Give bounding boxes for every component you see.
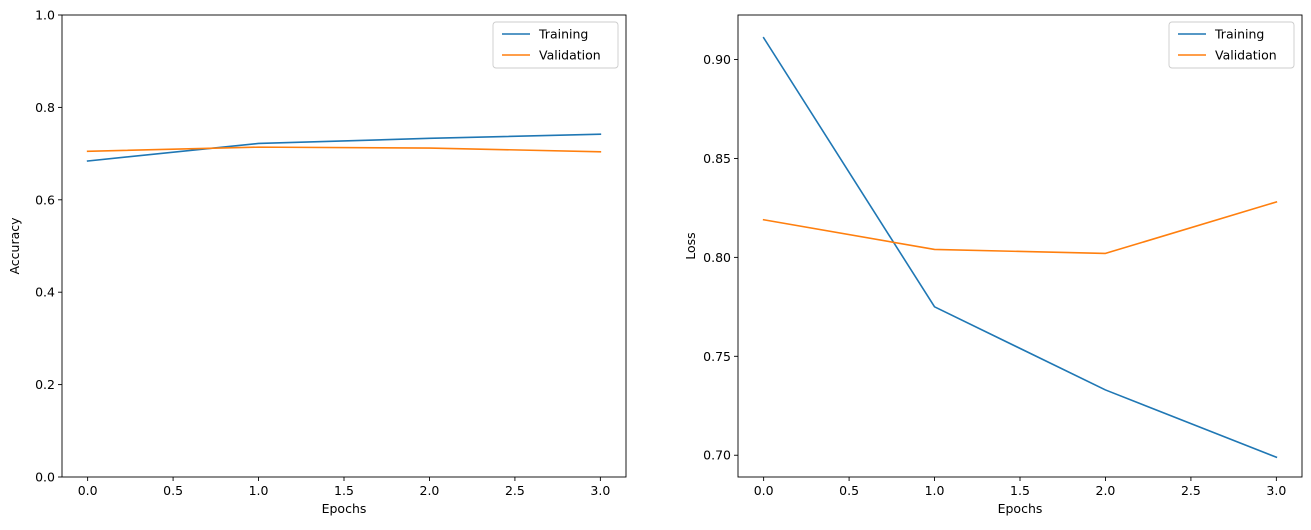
loss-y-tick-label: 0.70	[703, 448, 731, 463]
accuracy-validation-line	[86, 146, 602, 153]
loss-training-line	[762, 36, 1278, 459]
loss-y-tick-label: 0.80	[703, 250, 731, 265]
loss-x-tick-label: 0.0	[754, 483, 774, 498]
accuracy-training-line	[86, 133, 602, 162]
accuracy-legend-validation-label: Validation	[539, 48, 601, 63]
loss-legend-training-label: Training	[1214, 27, 1264, 42]
loss-chart: 0.0 0.5 1.0 1.5 2.0 2.5 3.0 0.70 0.75 0.80 0.85 0.9…	[683, 14, 1303, 516]
accuracy-y-tick-label: 0.0	[35, 470, 55, 485]
loss-x-tick-label: 2.5	[1181, 483, 1201, 498]
accuracy-legend-training-label: Training	[538, 27, 588, 42]
accuracy-y-tick-label: 0.6	[35, 192, 55, 207]
accuracy-y-axis-label: Accuracy	[7, 217, 22, 275]
loss-x-tick-label: 1.5	[1010, 483, 1030, 498]
loss-validation-line	[762, 200, 1278, 255]
accuracy-x-tick-label: 1.5	[334, 483, 354, 498]
accuracy-x-axis-label: Epochs	[322, 501, 367, 516]
loss-y-tick-label: 0.85	[703, 151, 731, 166]
accuracy-y-tick-label: 0.8	[35, 100, 55, 115]
accuracy-x-tick-label: 2.0	[420, 483, 440, 498]
accuracy-x-tick-label: 2.5	[505, 483, 525, 498]
loss-x-tick-label: 3.0	[1266, 483, 1286, 498]
loss-x-tick-label: 1.0	[925, 483, 945, 498]
loss-legend-validation-label: Validation	[1215, 48, 1277, 63]
accuracy-x-tick-label: 0.0	[78, 483, 98, 498]
accuracy-x-tick-label: 1.0	[249, 483, 269, 498]
accuracy-legend: Training Validation	[492, 21, 619, 69]
accuracy-chart: 0.0 0.5 1.0 1.5 2.0 2.5 3.0 0.0 0.2 0.4 0.6 0.8 1.0 E…	[7, 8, 627, 516]
loss-x-tick-label: 0.5	[839, 483, 859, 498]
accuracy-y-tick-label: 1.0	[35, 8, 55, 23]
accuracy-x-tick-label: 3.0	[590, 483, 610, 498]
loss-legend: Training Validation	[1168, 21, 1295, 69]
accuracy-y-tick-label: 0.4	[35, 285, 55, 300]
accuracy-x-tick-label: 0.5	[163, 483, 183, 498]
loss-y-tick-label: 0.90	[703, 52, 731, 67]
loss-y-axis-label: Loss	[683, 232, 698, 259]
loss-x-tick-label: 2.0	[1096, 483, 1116, 498]
loss-x-axis-label: Epochs	[998, 501, 1043, 516]
loss-y-tick-label: 0.75	[703, 349, 731, 364]
accuracy-y-tick-label: 0.2	[35, 377, 55, 392]
